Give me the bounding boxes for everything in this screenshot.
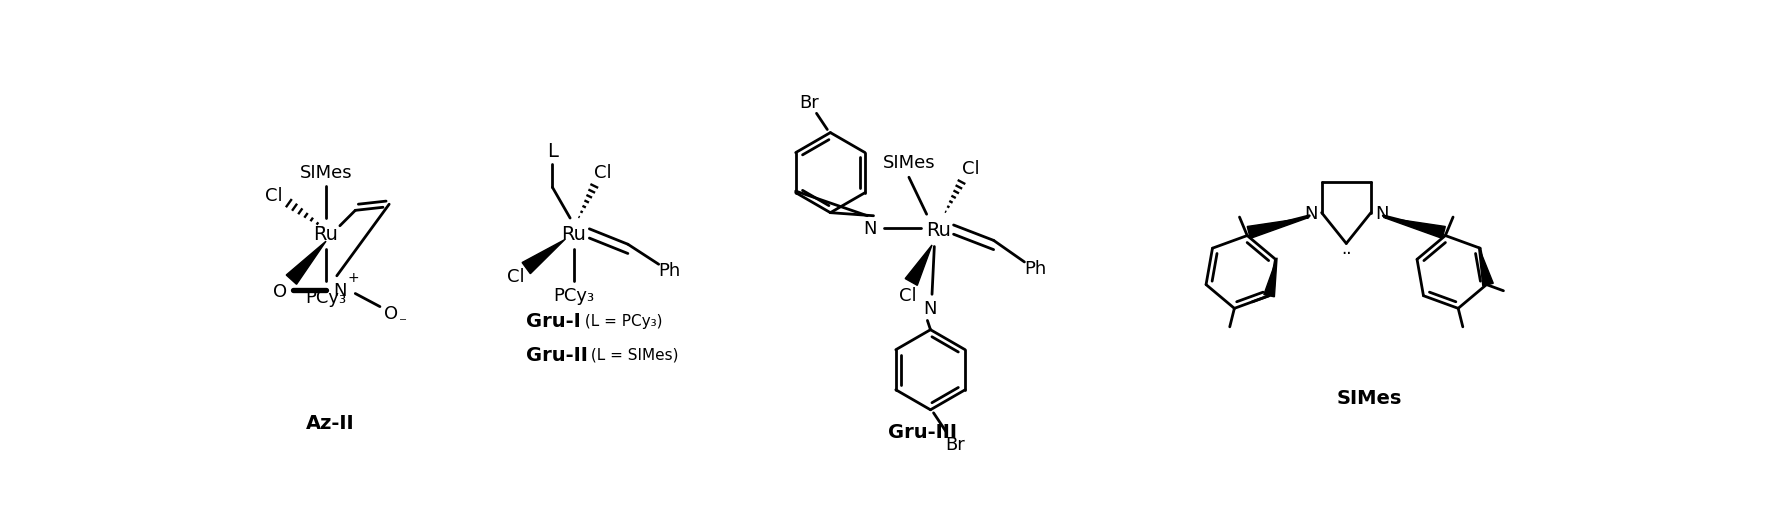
Polygon shape	[1478, 247, 1494, 287]
Text: Gru-III: Gru-III	[888, 422, 957, 441]
Text: Ph: Ph	[659, 262, 680, 280]
Text: +: +	[347, 271, 360, 285]
Polygon shape	[523, 240, 565, 274]
Text: PCy₃: PCy₃	[553, 287, 595, 304]
Text: ⁻: ⁻	[399, 315, 408, 330]
Text: Br: Br	[944, 435, 966, 453]
Text: L: L	[548, 142, 558, 160]
Text: Cl: Cl	[264, 187, 282, 205]
Text: (L = SIMes): (L = SIMes)	[587, 347, 679, 362]
Text: Az-II: Az-II	[305, 413, 354, 432]
Text: ··: ··	[1341, 244, 1352, 262]
Text: N: N	[863, 219, 877, 238]
Text: Br: Br	[799, 94, 819, 111]
Text: N: N	[1375, 204, 1389, 222]
Text: O: O	[273, 282, 287, 301]
Text: SIMes: SIMes	[299, 163, 353, 182]
Text: Cl: Cl	[507, 267, 525, 285]
Text: Ru: Ru	[314, 224, 338, 243]
Text: O: O	[385, 304, 397, 322]
Text: Ru: Ru	[925, 221, 950, 240]
Text: Cl: Cl	[962, 160, 980, 178]
Text: N: N	[333, 281, 347, 299]
Polygon shape	[287, 242, 326, 285]
Polygon shape	[1384, 218, 1446, 239]
Text: PCy₃: PCy₃	[305, 288, 347, 306]
Text: Gru-II: Gru-II	[526, 345, 588, 364]
Text: Gru-I: Gru-I	[526, 312, 581, 330]
Text: N: N	[1304, 204, 1318, 222]
Text: SIMes: SIMes	[1336, 388, 1402, 407]
Polygon shape	[905, 245, 932, 286]
Text: N: N	[923, 300, 937, 318]
Text: Cl: Cl	[594, 163, 611, 182]
Text: Cl: Cl	[898, 287, 916, 304]
Polygon shape	[1247, 218, 1310, 239]
Text: Ph: Ph	[1024, 260, 1045, 277]
Text: SIMes: SIMes	[882, 154, 936, 172]
Text: (L = PCy₃): (L = PCy₃)	[579, 314, 663, 328]
Polygon shape	[1263, 258, 1278, 297]
Text: Ru: Ru	[562, 224, 587, 243]
